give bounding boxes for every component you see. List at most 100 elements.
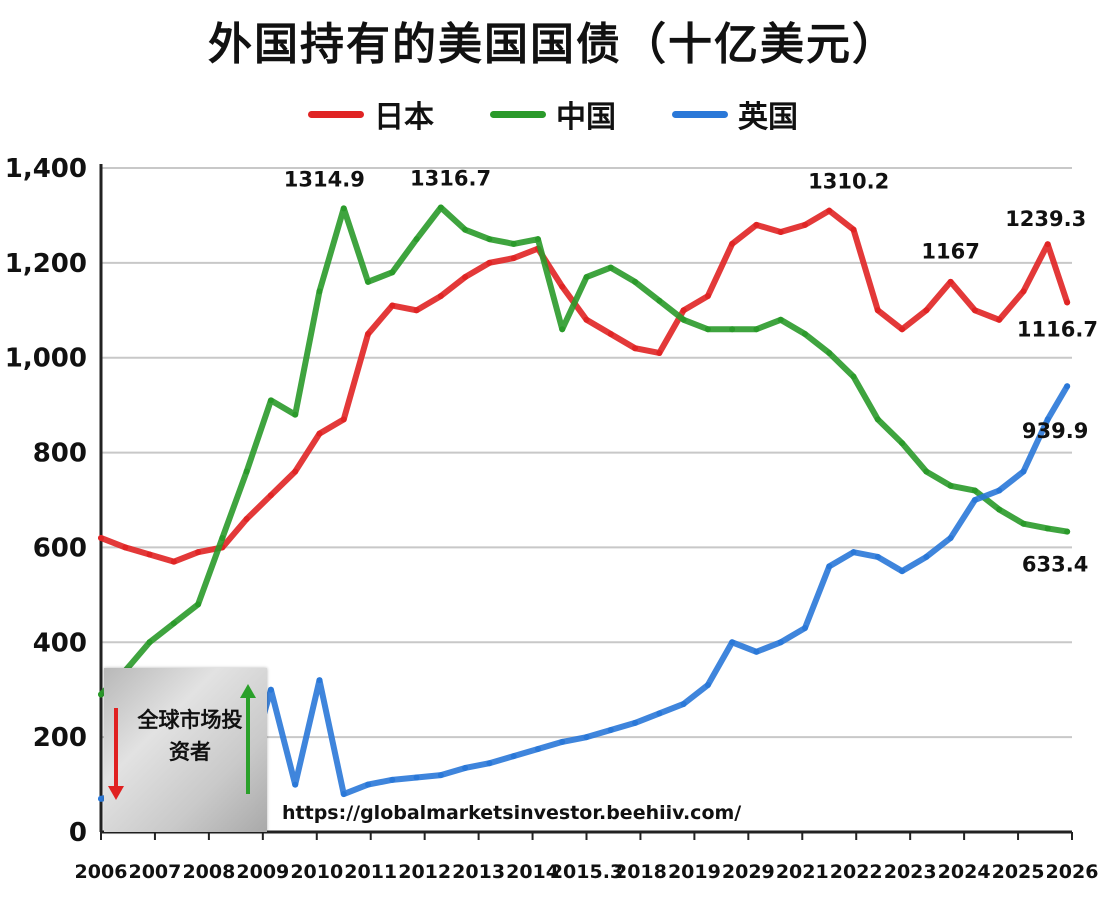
legend: 日本 中国 英国 [0,92,1106,136]
legend-label: 中国 [556,100,616,135]
legend-swatch [672,110,728,118]
data-point [486,236,493,243]
data-point [996,506,1003,513]
data-point [632,278,639,285]
data-point [680,700,687,707]
data-point [729,326,736,333]
data-point [1064,383,1071,390]
data-point [316,677,323,684]
data-label: 1314.9 [284,167,365,191]
data-point [826,207,833,214]
data-point [98,795,104,802]
data-point [486,259,493,266]
data-point [607,331,614,337]
x-tick-label: 2018 [614,861,667,883]
data-point [947,534,954,541]
data-point [195,549,202,556]
data-point [826,563,833,570]
data-point [437,293,444,300]
data-point [899,440,906,447]
data-label: 939.9 [1022,419,1088,443]
x-tick-label: 2007 [128,861,181,883]
data-point [413,236,420,243]
data-point [753,648,760,655]
data-point [195,601,202,608]
data-point [267,686,274,693]
data-point [874,553,881,560]
y-tick-label: 1,400 [5,154,87,184]
data-point [389,776,396,783]
y-tick-label: 1,200 [5,249,87,279]
data-point [413,307,420,314]
x-tick-label: 2013 [452,861,505,883]
y-tick-label: 1,000 [5,344,87,374]
data-point [947,278,954,285]
data-point [923,307,930,314]
data-point [777,639,784,646]
data-point [389,302,396,309]
data-point [801,221,808,228]
data-point [437,772,444,779]
data-point [583,316,590,323]
data-label: 1239.3 [1005,207,1086,231]
data-point [340,416,347,423]
data-point [632,345,639,352]
x-tick-label: 2015.3 [550,861,623,883]
data-point [510,255,517,262]
data-point [729,240,736,247]
data-point [971,487,978,494]
data-point [462,226,469,233]
x-tick-label: 2010 [290,861,343,883]
data-point [510,753,517,760]
data-point [632,719,639,726]
data-point [801,625,808,632]
data-label: 1316.7 [410,167,491,191]
data-point [122,544,129,551]
data-point [826,349,833,356]
data-point [971,307,978,314]
data-label: 1116.7 [1017,317,1098,341]
data-point [1044,241,1051,248]
data-point [146,639,153,646]
data-point [1044,416,1051,423]
y-tick-label: 200 [33,723,87,753]
data-point [534,746,541,752]
data-point [1020,520,1027,527]
data-point [365,278,372,285]
x-tick-label: 2014 [506,861,559,883]
data-point [292,468,299,475]
data-point [899,326,906,333]
chart-title: 外国持有的美国国债（十亿美元） [208,19,898,70]
data-point [607,264,614,271]
source-url[interactable]: https://globalmarketsinvestor.beehiiv.co… [282,802,742,824]
x-tick-label: 2022 [830,861,883,883]
data-point [777,229,784,236]
y-tick-label: 800 [33,439,87,469]
data-point [947,482,954,489]
data-point [850,373,857,380]
data-point [923,553,930,560]
down-arrow-icon [108,708,124,800]
data-point [583,734,590,741]
data-point [316,430,323,437]
data-point [801,331,808,337]
data-point [510,240,517,247]
data-point [680,307,687,314]
data-point [170,558,177,565]
data-point [996,316,1003,323]
data-point [267,492,274,499]
legend-item: 英国 [672,92,798,136]
data-point [534,236,541,243]
x-tick-label: 2023 [884,861,937,883]
legend-swatch [308,110,364,118]
x-tick-label: 2026 [1046,861,1099,883]
data-point [1044,525,1051,532]
data-point [704,293,711,300]
data-point [243,468,250,475]
legend-item: 中国 [490,92,616,136]
legend-label: 日本 [374,100,434,135]
data-point [292,781,299,788]
data-point [316,288,323,295]
data-point [437,204,444,211]
data-point [486,760,493,767]
